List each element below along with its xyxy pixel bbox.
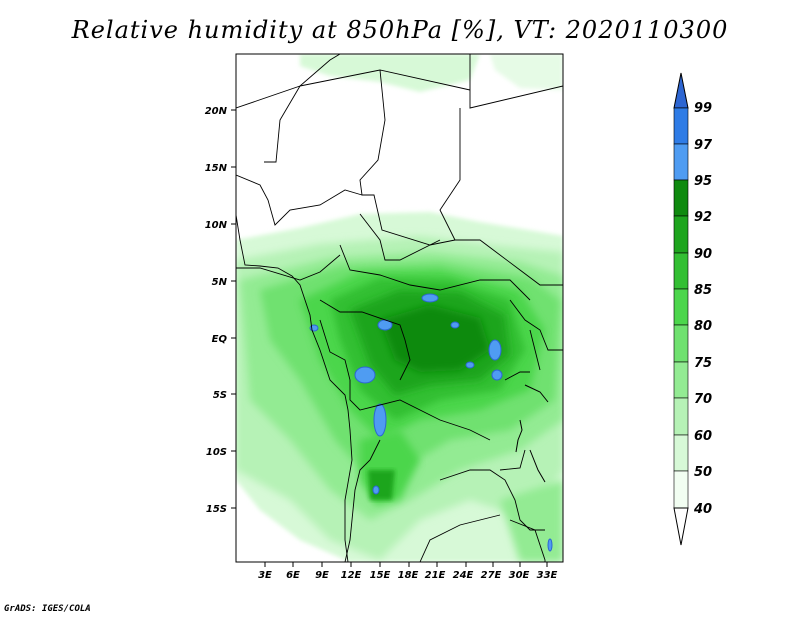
colorbar-label: 80 [694, 319, 712, 334]
colorbar-swatch [673, 434, 689, 472]
colorbar-label: 99 [694, 101, 712, 116]
map-title: Relative humidity at 850hPa [%], VT: 202… [71, 16, 729, 44]
lon-tick-label: 9E [315, 570, 329, 581]
colorbar-swatch [673, 252, 689, 290]
colorbar-swatch [673, 361, 689, 399]
colorbar-bottom-arrow [673, 507, 689, 546]
colorbar-swatch [673, 143, 689, 181]
lon-tick-label: 3E [258, 570, 272, 581]
colorbar-label: 90 [694, 247, 712, 262]
humidity-field [236, 54, 563, 562]
colorbar-swatch [673, 470, 689, 509]
colorbar-label: 97 [694, 138, 713, 153]
colorbar-label: 50 [694, 465, 712, 480]
coastline [236, 214, 353, 562]
lon-tick-label: 27E [481, 570, 502, 581]
colorbar-swatch [673, 324, 689, 363]
colorbar-label: 75 [694, 356, 712, 371]
country-borders [236, 54, 563, 562]
colorbar-swatch [673, 288, 689, 326]
colorbar-top-arrow [673, 72, 689, 109]
colorbar-label: 40 [693, 502, 712, 517]
lon-tick-label: 12E [341, 570, 362, 581]
credit-text: GrADS: IGES/COLA [4, 604, 91, 614]
colorbar-swatch [673, 397, 689, 436]
colorbar-swatch [673, 107, 689, 145]
lon-tick-label: 30E [509, 570, 530, 581]
lat-ticks [231, 109, 236, 509]
lon-tick-label: 18E [398, 570, 419, 581]
colorbar-label: 95 [694, 174, 712, 189]
lat-tick-label: 10S [206, 447, 227, 458]
lat-tick-label: 5S [213, 390, 227, 401]
map-frame [235, 53, 564, 563]
lon-tick-label: 33E [537, 570, 558, 581]
lat-tick-label: 10N [205, 220, 228, 231]
colorbar-swatch [673, 179, 689, 217]
colorbar-swatch [673, 215, 689, 254]
lon-tick-label: 15E [370, 570, 391, 581]
lat-tick-label: 5N [212, 277, 228, 288]
colorbar-label: 70 [694, 392, 712, 407]
colorbar-label: 60 [694, 429, 712, 444]
lat-tick-label: 15S [206, 504, 227, 515]
lon-tick-label: 6E [286, 570, 300, 581]
lat-tick-label: EQ [212, 334, 228, 345]
lon-ticks [264, 562, 548, 567]
lon-tick-label: 21E [425, 570, 446, 581]
colorbar-label: 92 [694, 210, 712, 225]
colorbar-label: 85 [694, 283, 712, 298]
lon-tick-label: 24E [453, 570, 474, 581]
lat-tick-label: 20N [205, 106, 228, 117]
lat-tick-label: 15N [205, 163, 228, 174]
colorbar: 99 97 95 92 90 85 80 75 70 60 50 40 [673, 72, 713, 546]
